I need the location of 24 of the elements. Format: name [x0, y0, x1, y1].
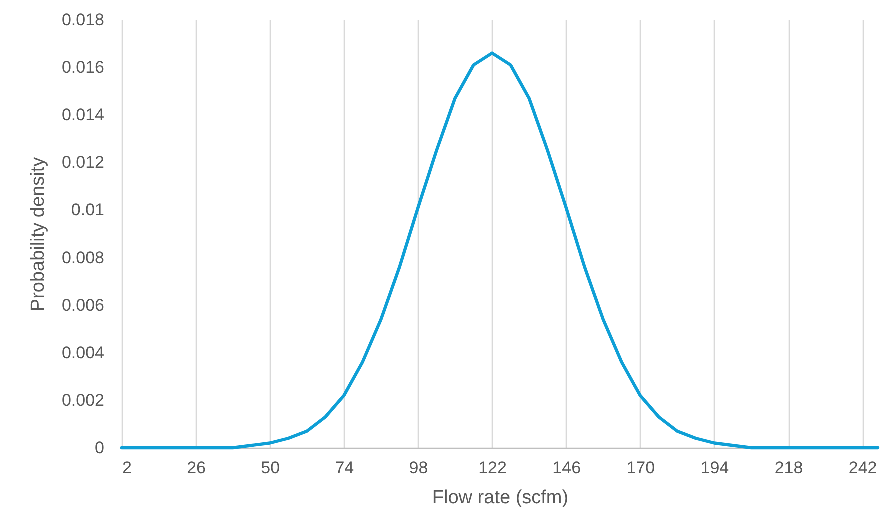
x-tick-label: 98	[409, 458, 428, 478]
y-tick-label: 0.01	[71, 200, 104, 220]
x-tick-label: 242	[848, 458, 878, 478]
x-tick-label: 218	[774, 458, 804, 478]
y-tick-label: 0.014	[62, 106, 104, 125]
x-tick-label: 122	[478, 458, 507, 478]
x-tick-label: 194	[700, 458, 730, 478]
y-tick-label: 0.012	[62, 153, 104, 172]
y-axis-title: Probability density	[28, 156, 49, 312]
y-tick-label: 0.016	[62, 58, 104, 78]
x-tick-label: 26	[187, 458, 206, 478]
y-tick-label: 0.006	[62, 296, 104, 315]
x-axis-title: Flow rate (scfm)	[432, 488, 569, 508]
line-series	[120, 52, 880, 450]
y-tick-label: 0.008	[62, 248, 104, 268]
x-tick-label: 2	[122, 458, 132, 478]
x-tick-label: 50	[261, 458, 280, 478]
y-tick-label: 0.004	[62, 343, 104, 362]
x-tick-label: 170	[626, 458, 656, 478]
y-tick-label: 0.002	[62, 390, 104, 410]
y-tick-label: 0.018	[62, 10, 104, 30]
x-tick-label: 74	[335, 458, 354, 478]
x-tick-label: 146	[552, 458, 582, 478]
y-tick-label: 0	[95, 438, 104, 458]
